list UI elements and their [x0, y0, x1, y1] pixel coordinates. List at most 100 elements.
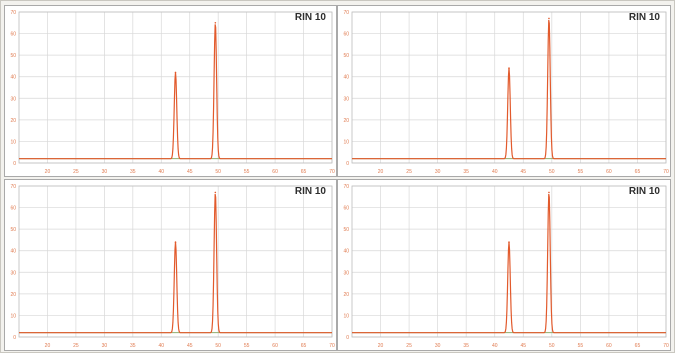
y-tick-label: 60	[10, 206, 16, 212]
x-tick-label: 35	[463, 343, 469, 349]
y-tick-label: 60	[343, 32, 349, 38]
x-tick-label: 35	[130, 343, 136, 349]
chart-plot-bottom-left: 20 25 30 35 40 45 50 55 60 65 70 0 10 20 30 40 50 60 70	[10, 184, 335, 349]
y-tick-label: 60	[343, 206, 349, 212]
x-tick-label: 65	[301, 343, 307, 349]
x-tick-label: 25	[406, 343, 412, 349]
x-tick-label: 25	[406, 169, 412, 175]
x-tick-label: 55	[578, 169, 584, 175]
rin-label: RIN 10	[628, 12, 660, 23]
peak-point	[174, 71, 177, 74]
chart-plot-top-right: 20 25 30 35 40 45 50 55 60 65 70 0 10 20 30 40 50 60 70	[343, 10, 669, 175]
y-tick-label: 70	[343, 10, 349, 16]
grid	[352, 185, 667, 338]
y-tick-label: 20	[10, 292, 16, 298]
y-tick-label: 10	[343, 139, 349, 145]
plot-frame	[18, 185, 333, 338]
x-tick-label: 65	[635, 169, 641, 175]
chart-plot-top-left: 20 25 30 35 40 45 50 55 60 65 70 0 10 20 30 40 50 60 70	[10, 10, 335, 175]
grid	[352, 11, 667, 164]
x-tick-label: 60	[606, 343, 612, 349]
x-tick-label: 65	[301, 169, 307, 175]
y-tick-label: 20	[343, 118, 349, 124]
peak-point	[548, 191, 550, 194]
rin-label: RIN 10	[628, 186, 660, 197]
peak-point	[214, 21, 217, 24]
x-tick-label: 45	[520, 169, 526, 175]
peak-point	[174, 241, 177, 243]
grid	[19, 185, 333, 338]
peak-point	[214, 191, 217, 194]
chart-plot-bottom-right: 20 25 30 35 40 45 50 55 60 65 70 0 10 20 30 40 50 60 70	[343, 184, 669, 349]
electropherogram-panel-top-right: 20 25 30 35 40 45 50 55 60 65 70 0 10 20 30 40 50 60 70 RI…	[337, 5, 671, 177]
y-tick-label: 30	[10, 270, 16, 276]
series-line	[19, 193, 332, 334]
series-line	[19, 24, 332, 160]
series-line	[352, 193, 666, 334]
x-tick-label: 55	[578, 343, 584, 349]
x-tick-label: 20	[45, 343, 51, 349]
y-tick-label: 0	[346, 335, 349, 341]
x-tick-label: 30	[435, 343, 441, 349]
y-tick-label: 0	[13, 161, 16, 167]
peak-point	[508, 67, 510, 69]
x-tick-label: 35	[130, 169, 136, 175]
y-tick-label: 20	[10, 118, 16, 124]
y-tick-label: 30	[343, 270, 349, 276]
y-tick-label: 0	[13, 335, 16, 341]
y-tick-label: 10	[343, 313, 349, 319]
plot-frame	[351, 11, 667, 164]
y-tick-label: 60	[10, 32, 16, 38]
y-tick-label: 50	[343, 227, 349, 233]
x-tick-label: 60	[272, 343, 278, 349]
x-tick-label: 45	[187, 343, 193, 349]
x-tick-label: 55	[244, 169, 250, 175]
x-tick-label: 40	[492, 343, 498, 349]
y-tick-label: 70	[10, 184, 16, 190]
y-tick-label: 40	[343, 75, 349, 81]
grid	[19, 11, 333, 164]
x-tick-label: 30	[102, 169, 108, 175]
y-tick-label: 0	[346, 161, 349, 167]
x-tick-label: 70	[663, 169, 669, 175]
electropherogram-panel-bottom-right: 20 25 30 35 40 45 50 55 60 65 70 0 10 20 30 40 50 60 70 RI…	[337, 179, 671, 351]
x-tick-label: 55	[244, 343, 250, 349]
x-tick-label: 30	[435, 169, 441, 175]
y-tick-label: 70	[343, 184, 349, 190]
y-tick-label: 40	[343, 249, 349, 255]
x-tick-label: 35	[463, 169, 469, 175]
x-tick-label: 40	[158, 169, 164, 175]
y-tick-label: 10	[10, 139, 16, 145]
rin-label: RIN 10	[294, 186, 326, 197]
y-tick-label: 30	[10, 96, 16, 102]
plot-frame	[351, 185, 667, 338]
x-tick-label: 40	[492, 169, 498, 175]
y-tick-label: 10	[10, 313, 16, 319]
y-tick-label: 50	[10, 53, 16, 59]
peak-point	[508, 241, 510, 243]
x-tick-label: 65	[635, 343, 641, 349]
electropherogram-panel-bottom-left: 20 25 30 35 40 45 50 55 60 65 70 0 10 20 30 40 50 60 70 RI…	[4, 179, 337, 351]
x-tick-label: 30	[102, 343, 108, 349]
series-line	[352, 19, 666, 160]
x-tick-label: 45	[187, 169, 193, 175]
x-tick-label: 60	[272, 169, 278, 175]
x-tick-label: 50	[549, 343, 555, 349]
y-tick-label: 70	[10, 10, 16, 16]
x-tick-label: 25	[73, 343, 79, 349]
y-tick-label: 30	[343, 96, 349, 102]
y-tick-label: 40	[10, 75, 16, 81]
x-tick-label: 70	[329, 343, 335, 349]
plot-frame	[18, 11, 333, 164]
rin-label: RIN 10	[294, 12, 326, 23]
x-tick-label: 20	[378, 169, 384, 175]
peak-point	[548, 17, 550, 20]
x-tick-label: 60	[606, 169, 612, 175]
y-tick-label: 40	[10, 249, 16, 255]
x-tick-label: 20	[45, 169, 51, 175]
x-tick-label: 45	[520, 343, 526, 349]
electropherogram-panel-top-left: 20 25 30 35 40 45 50 55 60 65 70 0 10 20 30 40 50 60 70 RI…	[4, 5, 337, 177]
x-tick-label: 70	[329, 169, 335, 175]
y-tick-label: 50	[343, 53, 349, 59]
